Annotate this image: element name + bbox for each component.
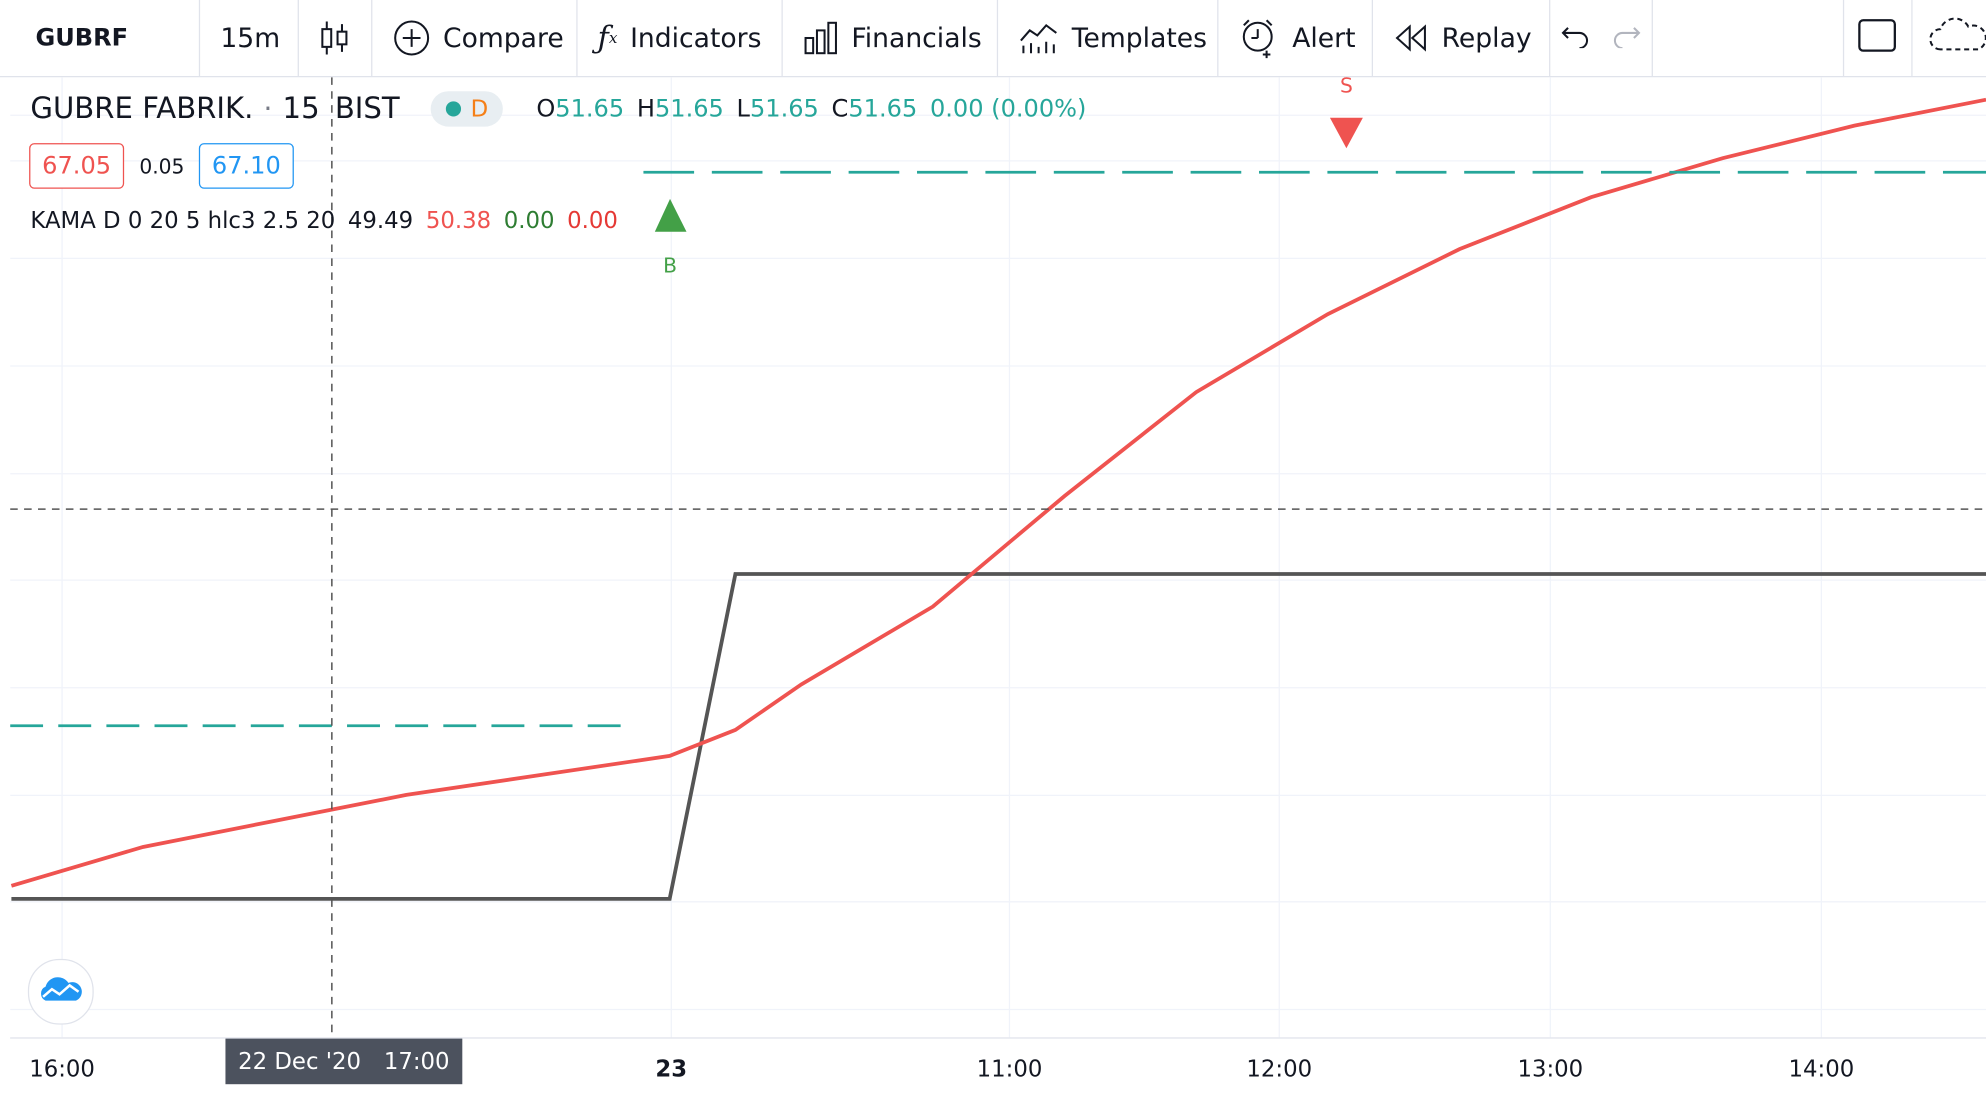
low-value: 51.65: [749, 94, 819, 123]
crosshair-time-label: 22 Dec '20 17:00: [225, 1038, 463, 1085]
sell-price-button[interactable]: 67.05: [29, 143, 125, 189]
sell-signal-marker: [1329, 117, 1363, 149]
symbol-search-button[interactable]: GUBRF: [0, 0, 201, 76]
sell-marker-label: S: [1339, 73, 1353, 98]
undo-button[interactable]: [1551, 0, 1602, 76]
x-tick-label: 23: [655, 1056, 688, 1083]
x-tick-label: 16:00: [29, 1056, 95, 1083]
rewind-icon: [1394, 24, 1429, 52]
plus-circle-icon: [392, 19, 430, 57]
indicator-value-1: 49.49: [347, 207, 414, 235]
x-tick-label: 12:00: [1246, 1056, 1313, 1083]
indicator-value-3: 0.00: [503, 207, 555, 235]
high-value: 51.65: [654, 94, 724, 123]
buy-marker-label: B: [663, 253, 677, 278]
templates-icon: [1019, 20, 1060, 55]
ask-value: 67.10: [211, 151, 281, 180]
redo-icon: [1612, 22, 1642, 54]
replay-label: Replay: [1441, 22, 1532, 54]
compare-button[interactable]: Compare: [372, 0, 578, 76]
buy-price-button[interactable]: 67.10: [198, 143, 294, 189]
delayed-label: D: [470, 95, 489, 123]
market-status-dot: [445, 101, 461, 117]
close-value: 51.65: [848, 94, 918, 123]
undo-icon: [1561, 22, 1591, 54]
templates-button[interactable]: Templates: [998, 0, 1219, 76]
x-tick-label: 14:00: [1788, 1056, 1855, 1083]
square-icon: [1857, 17, 1898, 59]
chart-legend: GUBRE FABRIK. · 15 BIST D O51.65 H51.65 …: [30, 91, 1086, 127]
change-value: 0.00 (0.00%): [929, 94, 1087, 123]
compare-label: Compare: [443, 22, 564, 54]
bar-chart-icon: [803, 20, 838, 55]
chart-type-button[interactable]: [299, 0, 373, 76]
symbol-name[interactable]: GUBRE FABRIK.: [30, 92, 254, 126]
indicator-title: KAMA D 0 20 5 hlc3 2.5 20: [30, 207, 336, 235]
spread-value: 0.05: [139, 154, 185, 179]
fullscreen-button[interactable]: [1842, 0, 1913, 76]
crosshair-date: 22 Dec '20: [238, 1048, 362, 1075]
legend-exchange: BIST: [334, 92, 400, 126]
templates-label: Templates: [1071, 22, 1208, 54]
bid-value: 67.05: [42, 151, 112, 180]
cloud-icon: [1928, 16, 1986, 60]
price-line: [11, 572, 1986, 901]
kama-line: [10, 97, 1986, 888]
buy-signal-marker: [654, 198, 687, 232]
low-key: L: [736, 94, 750, 123]
toolbar-spacer: [1653, 0, 1842, 76]
time-axis[interactable]: 16:00 23 11:00 12:00 13:00 14:00 22 Dec …: [10, 1037, 1986, 1109]
indicator-value-4: 0.00: [567, 207, 618, 235]
chart-pane[interactable]: [10, 77, 1986, 1038]
x-tick-label: 11:00: [976, 1056, 1043, 1083]
indicator-value-2: 50.38: [425, 207, 492, 235]
redo-button[interactable]: [1602, 0, 1654, 76]
indicators-label: Indicators: [630, 22, 762, 54]
close-key: C: [831, 94, 849, 123]
price-chart: [10, 77, 1986, 1038]
indicator-legend[interactable]: KAMA D 0 20 5 hlc3 2.5 20 49.49 50.38 0.…: [30, 208, 618, 235]
logo-cloud-icon: [38, 975, 84, 1008]
delayed-badge[interactable]: D: [430, 91, 504, 127]
ohlc-values: O51.65 H51.65 L51.65 C51.65 0.00 (0.00%): [536, 95, 1086, 123]
replay-button[interactable]: Replay: [1373, 0, 1551, 76]
high-key: H: [636, 94, 655, 123]
legend-interval: 15: [282, 92, 320, 126]
interval-label: 15m: [220, 22, 281, 54]
alert-label: Alert: [1292, 22, 1356, 54]
alarm-clock-icon: [1239, 18, 1280, 59]
interval-button[interactable]: 15m: [200, 0, 299, 76]
tradingview-logo[interactable]: [27, 958, 94, 1025]
alert-button[interactable]: Alert: [1219, 0, 1374, 76]
cloud-save-button[interactable]: [1913, 0, 1986, 76]
crosshair-time: 17:00: [383, 1048, 450, 1075]
open-value: 51.65: [555, 94, 625, 123]
symbol-label: GUBRF: [35, 24, 129, 52]
x-tick-label: 13:00: [1517, 1056, 1584, 1083]
financials-label: Financials: [851, 22, 982, 54]
open-key: O: [536, 94, 556, 123]
financials-button[interactable]: Financials: [783, 0, 999, 76]
candles-icon: [320, 19, 350, 57]
separator-dot: ·: [263, 93, 273, 125]
